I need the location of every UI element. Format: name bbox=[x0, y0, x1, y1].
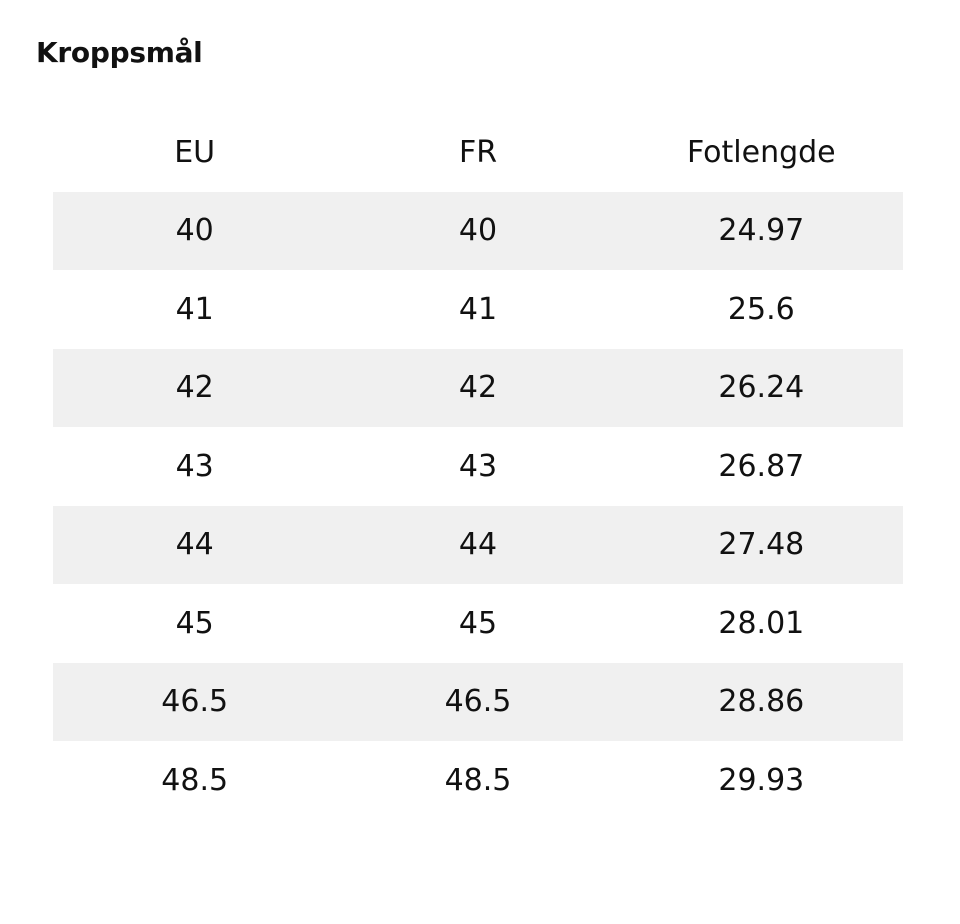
table-cell: 48.5 bbox=[161, 762, 229, 798]
column-header: EU bbox=[174, 134, 216, 170]
table-cell: 48.5 bbox=[444, 762, 512, 798]
table-cell: 28.01 bbox=[718, 605, 805, 641]
size-table: EU FR Fotlengde 40 40 24.97 41 41 25.6 42 42 26.24 4… bbox=[53, 113, 903, 820]
table-row: 45 45 28.01 bbox=[53, 584, 903, 663]
table-row: 44 44 27.48 bbox=[53, 505, 903, 584]
table-cell: 29.93 bbox=[718, 762, 805, 798]
header-row: EU FR Fotlengde bbox=[53, 113, 903, 192]
table-row: 42 42 26.24 bbox=[53, 348, 903, 427]
table-cell: 44 bbox=[175, 527, 214, 563]
table-cell: 27.48 bbox=[718, 527, 805, 563]
table-row: 48.5 48.5 29.93 bbox=[53, 741, 903, 820]
table-cell: 46.5 bbox=[161, 684, 229, 720]
table-cell: 42 bbox=[175, 370, 214, 406]
table-cell: 42 bbox=[458, 370, 498, 406]
table-row: 41 41 25.6 bbox=[53, 270, 903, 349]
table-cell: 45 bbox=[175, 605, 214, 641]
table-cell: 44 bbox=[458, 527, 498, 563]
column-header: Fotlengde bbox=[686, 134, 836, 170]
table-cell: 43 bbox=[175, 448, 214, 484]
table-cell: 28.86 bbox=[718, 684, 805, 720]
table-cell: 41 bbox=[458, 291, 498, 327]
table-row: 43 43 26.87 bbox=[53, 427, 903, 506]
table-cell: 26.24 bbox=[718, 370, 805, 406]
table-row: 40 40 24.97 bbox=[53, 191, 903, 270]
table-cell: 40 bbox=[175, 213, 214, 249]
table-cell: 46.5 bbox=[444, 684, 512, 720]
table-cell: 24.97 bbox=[718, 213, 805, 249]
table-cell: 25.6 bbox=[727, 291, 795, 327]
column-header: FR bbox=[458, 134, 498, 170]
table-cell: 43 bbox=[458, 448, 498, 484]
table-row: 46.5 46.5 28.86 bbox=[53, 662, 903, 741]
table-cell: 26.87 bbox=[718, 448, 805, 484]
table-cell: 45 bbox=[458, 605, 498, 641]
table-cell: 41 bbox=[175, 291, 214, 327]
table-cell: 40 bbox=[458, 213, 498, 249]
section-title: Kroppsmål bbox=[36, 36, 203, 69]
